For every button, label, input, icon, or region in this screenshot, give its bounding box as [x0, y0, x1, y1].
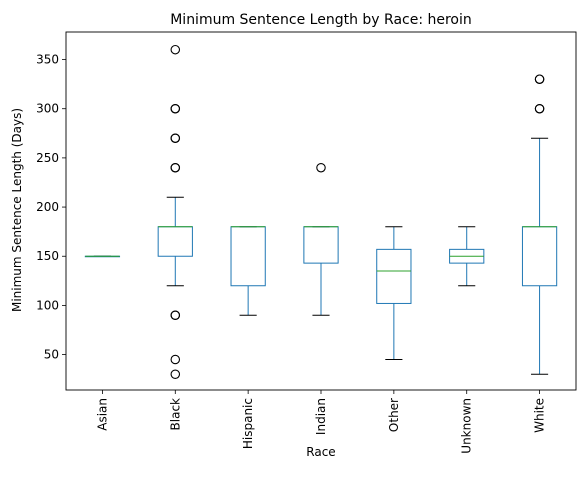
axes-frame — [65, 31, 577, 391]
y-tick-label: 350 — [36, 53, 59, 67]
outlier-point — [170, 103, 181, 114]
y-tick-label: 50 — [44, 348, 59, 362]
outlier-point — [170, 369, 181, 380]
y-tick-label: 250 — [36, 151, 59, 165]
y-tick-label: 200 — [36, 200, 59, 214]
outlier-point — [170, 162, 181, 173]
box-white — [521, 226, 558, 287]
box-hispanic — [230, 226, 266, 287]
outlier-point — [534, 103, 545, 114]
outlier-point — [170, 354, 181, 365]
outlier-point — [316, 162, 326, 173]
x-tick-label: Unknown — [460, 398, 474, 454]
y-tick-label: 300 — [36, 102, 59, 116]
x-axis-label: Race — [306, 445, 335, 459]
outlier-point — [170, 44, 181, 55]
y-axis-label: Minimum Sentence Length (Days) — [10, 108, 24, 312]
y-tick-label: 150 — [36, 249, 59, 263]
box-other — [376, 248, 412, 304]
outlier-point — [170, 310, 181, 321]
outlier-point — [170, 133, 181, 143]
box-indian — [303, 226, 339, 264]
x-tick-label: Asian — [95, 398, 109, 431]
x-tick-label: Other — [387, 398, 401, 432]
x-tick-label: Black — [168, 398, 182, 431]
x-tick-label: Indian — [314, 398, 328, 435]
plot-area: 50 100 150 200 250 300 350 Asian Black Hispanic In… — [36, 31, 577, 454]
chart-title: Minimum Sentence Length by Race: heroin — [170, 12, 472, 28]
y-tick-label: 100 — [36, 298, 59, 312]
x-tick-label: White — [533, 398, 547, 433]
x-tick-label: Hispanic — [241, 398, 255, 449]
outlier-point — [534, 74, 545, 84]
box-black — [157, 226, 193, 257]
